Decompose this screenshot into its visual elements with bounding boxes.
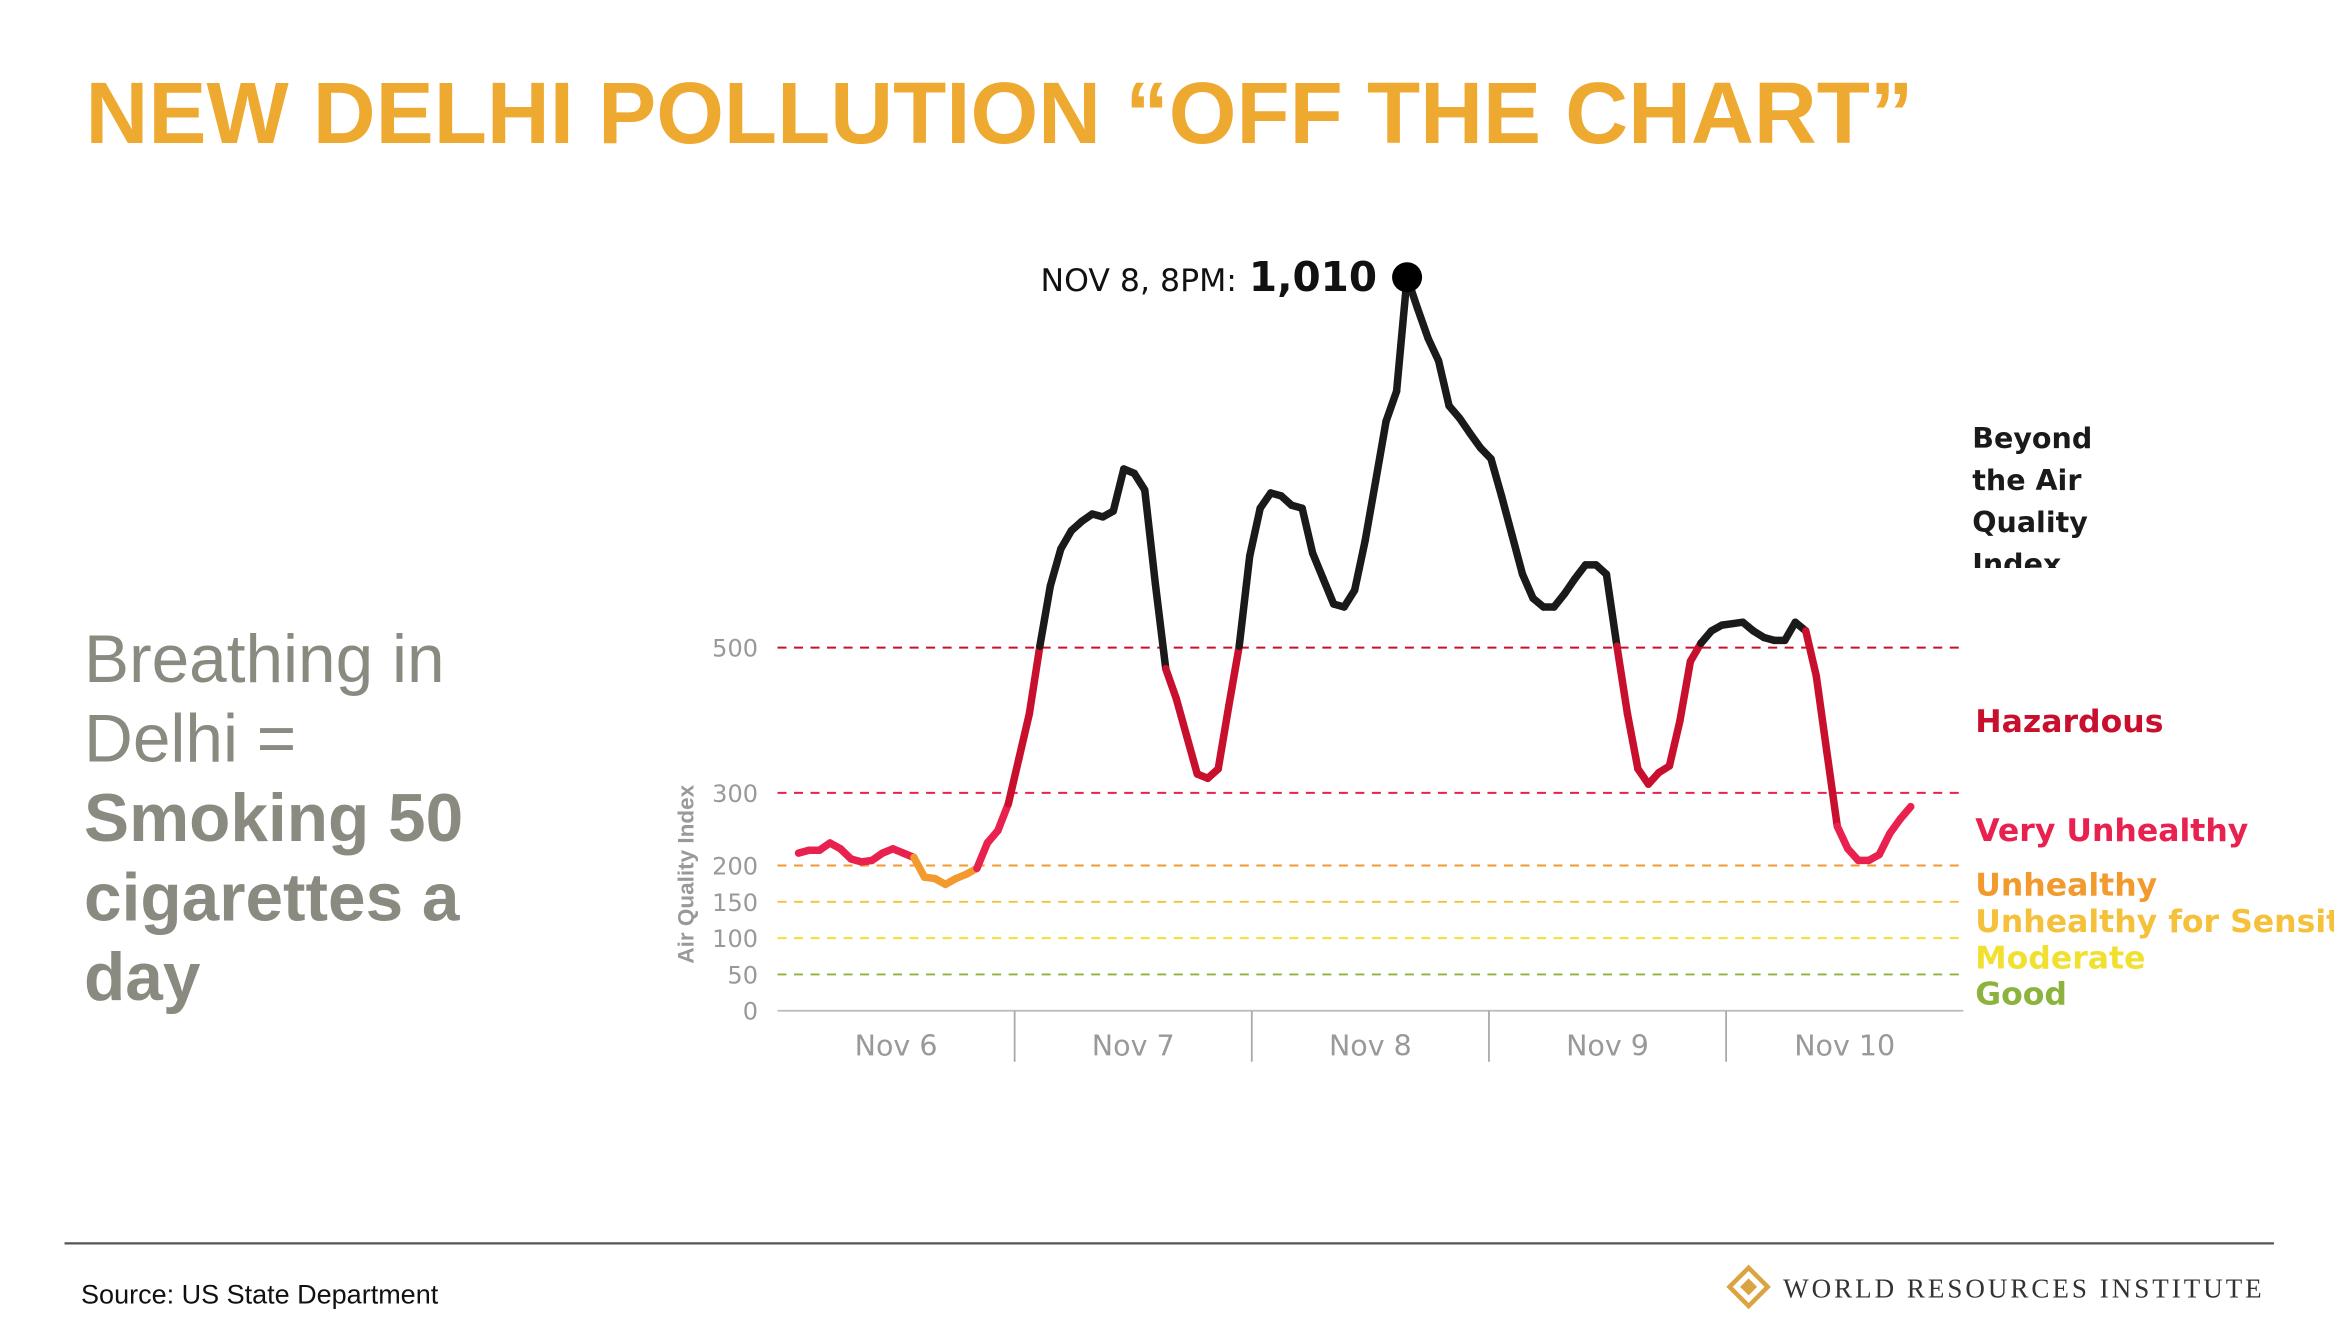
line-segment [1036, 582, 1055, 650]
line-segment [1109, 465, 1128, 515]
line-segment [1508, 531, 1527, 579]
line-segment [1812, 672, 1831, 756]
line-segment [1015, 709, 1034, 763]
annotation: NOV 8, 8PM: 1,010 [1041, 253, 1378, 301]
y-tick-label: 300 [712, 780, 758, 808]
annotation-value: 1,010 [1249, 253, 1377, 301]
line-segment [1434, 357, 1453, 410]
line-segment [1046, 545, 1065, 590]
line-segment [1319, 574, 1338, 608]
line-segment [1665, 717, 1684, 770]
line-segment [1162, 664, 1180, 703]
line-segment [994, 800, 1013, 835]
line-segment [1518, 570, 1537, 603]
line-segment [1141, 486, 1160, 587]
line-segment [1392, 273, 1411, 396]
line-segment [1298, 504, 1317, 557]
line-segment [1371, 417, 1390, 486]
line-segment [1487, 455, 1506, 500]
line-segment [1245, 504, 1264, 560]
x-tick-label: Nov 7 [1092, 1030, 1175, 1063]
logo-icon [1726, 1264, 1771, 1310]
band-label: Beyond the Air Quality Index [1972, 422, 2093, 568]
x-tick-label: Nov 6 [855, 1030, 938, 1063]
line-segment [1424, 334, 1443, 365]
line-segment [1802, 627, 1821, 680]
y-tick-label: 50 [727, 961, 758, 989]
line-segment [1497, 492, 1516, 539]
line-segment [1025, 642, 1044, 718]
logo-text: WORLD RESOURCES INSTITUTE [1783, 1273, 2265, 1303]
line-segment [1182, 732, 1201, 778]
line-segment [1602, 570, 1621, 650]
line-segment [1235, 552, 1254, 650]
line-segment [1308, 549, 1327, 583]
x-tick-label: Nov 9 [1566, 1030, 1649, 1063]
y-tick-label: 0 [743, 998, 758, 1026]
line-segment [1172, 694, 1191, 740]
line-segment [1413, 304, 1432, 343]
source: Source: US State Department [81, 1279, 439, 1309]
line-segment [1875, 829, 1894, 859]
band-label-text: Beyond the Air Quality Index [1972, 422, 2093, 568]
sidebar-emphasis: Smoking 50 cigarettes a day [84, 779, 464, 1016]
band-label: Hazardous [1975, 704, 2163, 740]
line-segment [1224, 642, 1243, 711]
line-segment [1896, 802, 1915, 823]
line-segment [1382, 387, 1401, 425]
band-label: Unhealthy for Sensitive [1975, 904, 2334, 940]
x-tick-label: Nov 10 [1794, 1030, 1895, 1063]
line-segment [1833, 822, 1852, 853]
y-tick-label: 200 [712, 852, 758, 880]
y-axis-label: Air Quality Index [673, 784, 698, 963]
line-segment [1361, 477, 1380, 545]
line-segment [1676, 657, 1695, 725]
band-label: Very Unhealthy [1975, 813, 2248, 849]
sidebar: Breathing in Delhi = Smoking 50 cigarett… [84, 620, 464, 1016]
peak-marker [1392, 262, 1423, 293]
y-tick-label: 100 [712, 925, 758, 953]
line-segment [1623, 709, 1642, 773]
band-label: Moderate [1975, 940, 2145, 976]
line-segment [1613, 642, 1632, 718]
y-tick-label: 150 [712, 889, 758, 917]
line-segment [1350, 537, 1369, 595]
annotation-label: NOV 8, 8PM: [1041, 263, 1237, 299]
band-label: Good [1975, 977, 2067, 1013]
y-tick-label: 500 [712, 635, 758, 663]
x-tick-label: Nov 8 [1329, 1030, 1412, 1063]
line-segment [1823, 747, 1842, 831]
line-segment [1214, 702, 1233, 773]
chart: Air Quality Index 0 50 100 150 200 300 500 GoodM… [673, 253, 2334, 1063]
line-segment [973, 839, 992, 873]
band-label: Unhealthy [1975, 868, 2157, 904]
sidebar-lead: Breathing in Delhi = [84, 620, 445, 777]
line-segment [1004, 754, 1023, 808]
line-segment [1151, 579, 1170, 673]
title: NEW DELHI POLLUTION “OFF THE CHART” [86, 65, 1914, 162]
